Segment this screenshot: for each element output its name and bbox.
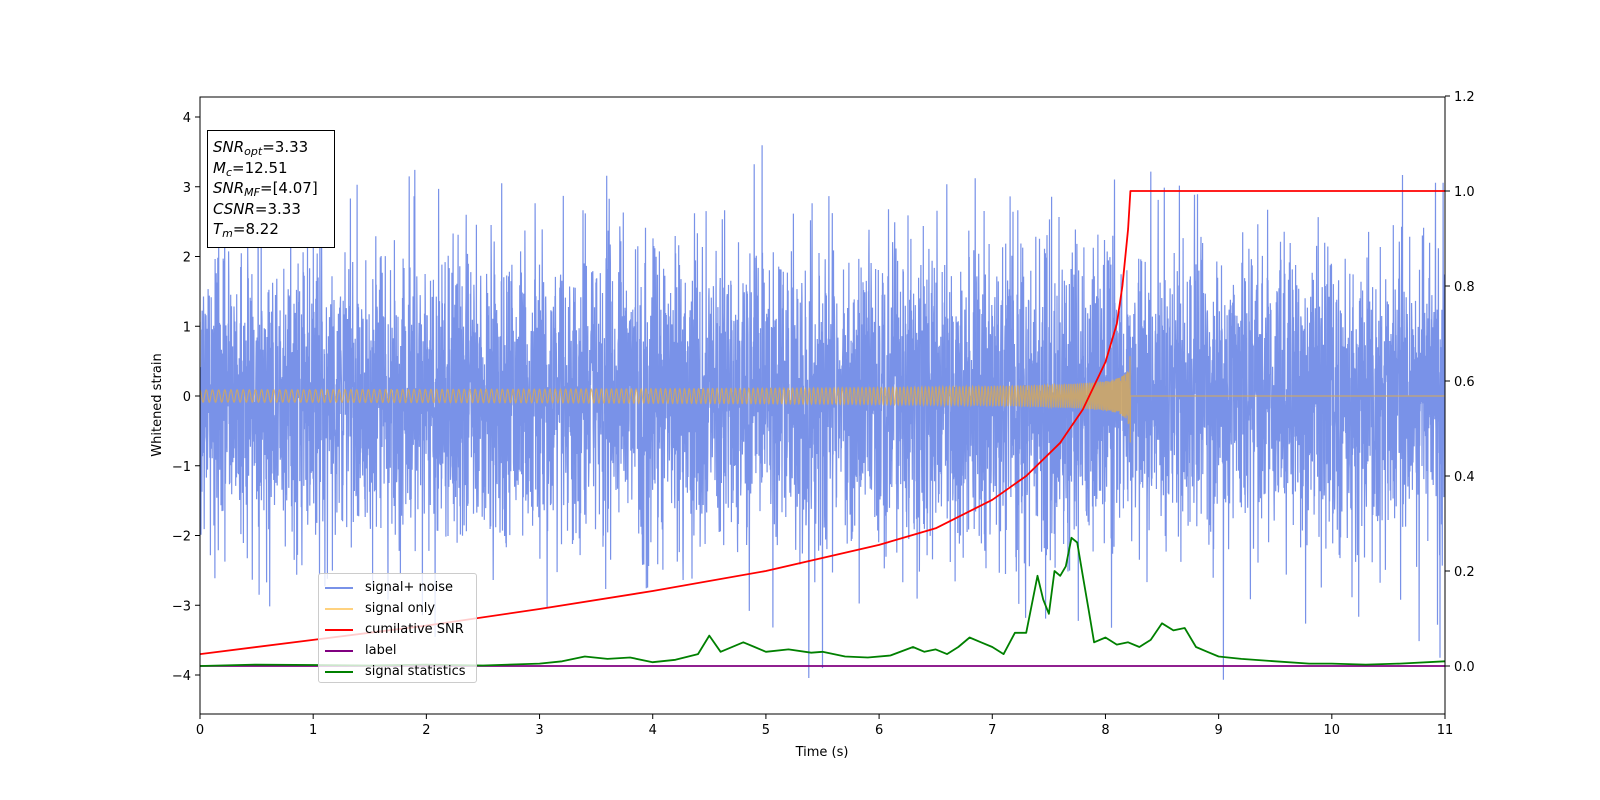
annotation-row: Tm=8.22 [213,219,334,240]
legend-swatch [325,607,353,610]
x-tick-label: 5 [762,723,770,738]
legend-item: signal+ noise [325,577,476,598]
annotation-value: =[4.07] [260,179,318,197]
legend-label: label [365,643,397,658]
legend-swatch [325,586,353,589]
legend-swatch [325,649,353,652]
signal-only-line [200,356,1445,443]
annotation-row: SNRopt=3.33 [213,137,334,158]
annotation-subscript: opt [244,145,263,158]
x-tick-label: 6 [875,723,883,738]
x-tick-label: 7 [988,723,996,738]
annotation-value: =3.33 [254,199,301,218]
y-tick-label: −1 [172,460,191,475]
legend-item: signal statistics [325,661,476,682]
x-axis-label: Time (s) [795,745,849,760]
y-axis-label: Whitened strain [150,353,165,456]
legend: signal+ noise signal only cumilative SNR la… [318,573,477,683]
annotation-subscript: c [225,165,233,179]
signal-noise-series [200,145,1445,680]
y-tick-label: 0 [183,390,191,405]
legend-label: signal only [365,601,436,616]
legend-item: signal only [325,598,476,619]
x-tick-label: 1 [309,723,317,738]
x-tick-label: 3 [535,723,543,738]
annotation-symbol: SNR [213,138,245,156]
annotation-row: CSNR=3.33 [213,199,334,220]
legend-label: signal statistics [365,664,466,679]
x-tick-label: 4 [649,723,657,738]
y2-tick-label: 0.6 [1454,375,1475,390]
signal-statistics-line [200,536,1445,667]
y-tick-label: 4 [183,111,191,126]
legend-swatch [325,628,353,631]
annotation-row: Mc=12.51 [213,158,334,179]
y2-tick-label: 0.4 [1454,470,1475,485]
annotation-value: =3.33 [262,138,309,156]
y2-tick-label: 1.0 [1454,185,1475,200]
y-tick-label: −4 [172,669,191,684]
annotation-value: =12.51 [232,158,288,177]
legend-label: signal+ noise [365,580,454,595]
annotation-box: SNRopt=3.33 Mc=12.51 SNRMF=[4.07] CSNR=3.33… [207,130,335,248]
legend-swatch [325,670,353,673]
y-tick-label: 3 [183,181,191,196]
legend-item: label [325,640,476,661]
y2-tick-label: 0.2 [1454,565,1475,580]
annotation-symbol: M [213,158,226,177]
cumulative-snr-line [200,190,1445,655]
signal-only-series [200,356,1445,443]
annotation-symbol: CSNR [213,199,255,218]
legend-item: cumilative SNR [325,619,476,640]
annotation-symbol: SNR [213,179,245,197]
annotation-row: SNRMF=[4.07] [213,178,334,199]
annotation-symbol: T [213,220,223,238]
x-tick-label: 11 [1437,723,1454,738]
y2-tick-label: 1.2 [1454,90,1475,105]
signal-noise-line [200,145,1445,680]
legend-label: cumilative SNR [365,622,464,637]
y2-tick-label: 0.8 [1454,280,1475,295]
y-tick-label: −3 [172,599,191,614]
x-tick-label: 0 [196,723,204,738]
annotation-subscript: MF [244,186,260,199]
annotation-subscript: m [222,227,233,240]
x-tick-label: 9 [1214,723,1222,738]
y2-tick-label: 0.0 [1454,660,1475,675]
x-tick-label: 8 [1101,723,1109,738]
annotation-value: =8.22 [232,220,279,238]
x-tick-label: 10 [1324,723,1341,738]
plot-frame [199,96,1446,715]
y-tick-label: 2 [183,251,191,266]
x-tick-label: 2 [422,723,430,738]
y-tick-label: 1 [183,320,191,335]
y-tick-label: −2 [172,530,191,545]
